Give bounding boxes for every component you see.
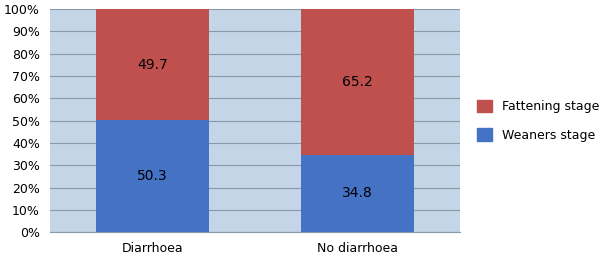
Legend: Fattening stage, Weaners stage: Fattening stage, Weaners stage: [470, 93, 605, 148]
Bar: [301, 9, 414, 155]
Text: 50.3: 50.3: [137, 169, 168, 183]
Text: 49.7: 49.7: [137, 57, 168, 71]
Text: 65.2: 65.2: [342, 75, 373, 89]
Bar: [96, 9, 209, 120]
Text: 34.8: 34.8: [342, 186, 373, 200]
Bar: [96, 120, 209, 232]
Bar: [301, 155, 414, 232]
